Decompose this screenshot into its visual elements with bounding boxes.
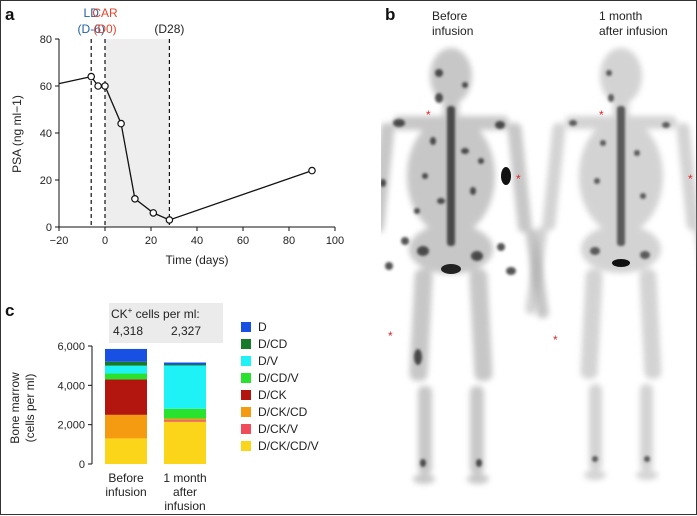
x-tick-label: 80 — [283, 235, 295, 247]
bar-segment — [105, 348, 147, 362]
bar-segment — [164, 365, 206, 409]
timepoint-label: (D0) — [93, 22, 116, 36]
lesion-marker: * — [553, 333, 558, 347]
ck-value-after: 2,327 — [171, 324, 202, 338]
x-axis-label: Time (days) — [166, 253, 229, 267]
y-tick-label: 20 — [40, 175, 52, 187]
psa-data-point — [87, 72, 96, 81]
legend-label: D/CK — [258, 388, 287, 402]
lesion-marker: * — [599, 108, 604, 122]
bar-segment — [105, 373, 147, 380]
legend-label: D — [258, 320, 267, 334]
legend-label: D/CD/V — [258, 371, 299, 385]
y-tick-label: 80 — [40, 34, 52, 46]
bone-scan-after: * * * — [525, 48, 697, 480]
scan-label-before-line1: Before — [432, 9, 468, 23]
timepoint-label: (D-6) — [78, 22, 105, 36]
bar-segment — [164, 418, 206, 421]
y-tick-label: 4,000 — [57, 380, 85, 392]
legend-label: D/CK/V — [258, 422, 298, 436]
psa-data-point — [117, 119, 125, 128]
x-tick-label: 0 — [102, 235, 108, 247]
psa-data-point — [308, 166, 316, 175]
y-tick-label: 60 — [40, 81, 52, 93]
legend-label: D/CD — [258, 337, 288, 351]
psa-data-point — [94, 82, 102, 90]
bar-segment — [105, 365, 147, 374]
legend: D D/CD D/V D/CD/V D/CK D/CK/CD D/CK/V D/CK/CD/V — [241, 320, 319, 453]
bar-segment — [105, 361, 147, 366]
bar-segment — [105, 414, 147, 439]
timepoint-label: (D28) — [154, 22, 184, 36]
legend-swatch — [241, 424, 251, 434]
psa-data-point — [165, 216, 174, 224]
x-tick-label: 100 — [326, 235, 344, 247]
lesion-marker: * — [388, 329, 393, 343]
legend-swatch — [241, 356, 251, 366]
bar-segment — [105, 379, 147, 415]
legend-label: D/CK/CD — [258, 405, 308, 419]
bone-scan-panel: Before infusion 1 month after infusion — [381, 9, 697, 484]
psa-line-chart: LD(D-6)CAR(D0) (D28) −20 0 20 40 60 80 100 0204… — [10, 6, 344, 267]
category-label: after — [173, 485, 197, 499]
timepoint-label: LD — [84, 6, 100, 20]
y-tick-label: 2,000 — [57, 420, 85, 432]
bar-segment — [164, 364, 206, 366]
legend-label: D/CK/CD/V — [258, 439, 319, 453]
psa-data-point — [149, 209, 158, 217]
car-window-shading — [105, 39, 170, 227]
y-tick-label: 40 — [40, 128, 52, 140]
scan-label-after-line2: after infusion — [599, 24, 668, 38]
legend-swatch — [241, 339, 251, 349]
x-tick-label: 40 — [191, 235, 203, 247]
category-label: Before — [108, 471, 144, 485]
scan-label-before-line2: infusion — [432, 24, 473, 38]
bar-segment — [164, 408, 206, 419]
y-axis-label-line1: Bone marrow — [8, 372, 22, 444]
y-tick-label: 0 — [46, 222, 52, 234]
psa-lead-in-line — [58, 75, 92, 85]
psa-data-point — [131, 195, 139, 203]
psa-data-point — [101, 82, 109, 90]
x-tick-label: 20 — [145, 235, 157, 247]
legend-swatch — [241, 373, 251, 383]
legend-label: D/V — [258, 354, 278, 368]
category-label: 1 month — [163, 471, 206, 485]
ck-header-title: CK+ cells per ml: — [111, 306, 200, 321]
legend-swatch — [241, 407, 251, 417]
x-tick-label: −20 — [50, 235, 69, 247]
bar-segment — [105, 438, 147, 464]
legend-swatch — [241, 390, 251, 400]
bar-segment — [164, 421, 206, 464]
scan-label-after-line1: 1 month — [599, 9, 642, 23]
bar-segment — [164, 362, 206, 365]
ck-value-before: 4,318 — [113, 324, 144, 338]
bone-scan-before: * * * — [381, 48, 549, 484]
bar-segment — [164, 420, 206, 422]
lesion-marker: * — [688, 172, 693, 186]
category-label: infusion — [164, 499, 205, 513]
x-tick-label: 60 — [237, 235, 249, 247]
y-tick-label: 0 — [79, 459, 85, 471]
legend-swatch — [241, 322, 251, 332]
lesion-marker: * — [426, 108, 431, 122]
category-label: infusion — [105, 485, 146, 499]
ck-cells-header: CK+ cells per ml: 4,318 2,327 — [109, 303, 223, 343]
y-axis-label-line2: (cells per ml) — [23, 374, 37, 443]
timepoint-label: CAR — [92, 6, 118, 20]
legend-swatch — [241, 441, 251, 451]
lesion-marker: * — [516, 172, 521, 186]
y-axis-label: PSA (ng ml−1) — [10, 95, 24, 173]
y-tick-label: 6,000 — [57, 341, 85, 353]
